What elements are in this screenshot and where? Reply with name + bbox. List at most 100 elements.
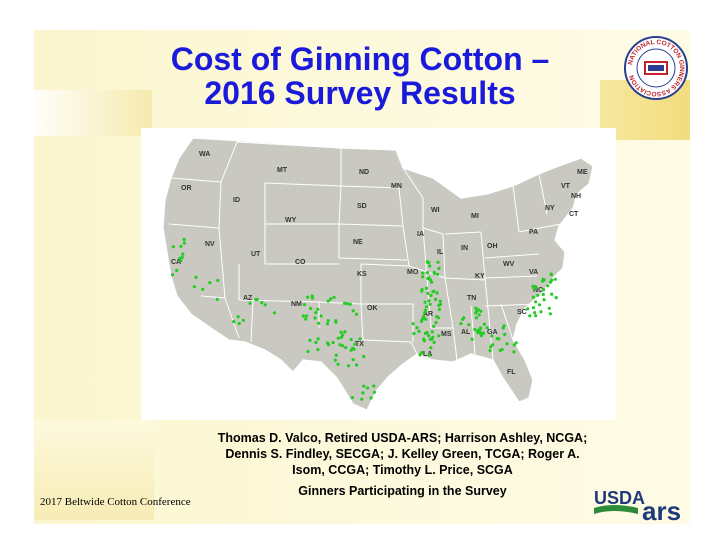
- gin-dot: [208, 281, 212, 285]
- gin-dot: [437, 307, 441, 312]
- gin-dot: [503, 332, 507, 336]
- gin-dot: [326, 299, 330, 303]
- gin-dot: [470, 337, 474, 341]
- decorative-band-bottom: [34, 420, 154, 520]
- state-label-sc: SC: [517, 309, 527, 316]
- gin-dot: [438, 299, 442, 303]
- state-label-ok: OK: [367, 305, 378, 312]
- gin-dot: [491, 343, 495, 347]
- gin-dot: [182, 241, 186, 245]
- gin-dot: [309, 306, 313, 311]
- gin-dot: [479, 326, 483, 330]
- gin-dot: [345, 302, 349, 306]
- gin-dot: [528, 314, 532, 318]
- gin-dot: [236, 315, 240, 319]
- gin-dot: [431, 290, 435, 294]
- state-label-ne: NE: [353, 239, 363, 246]
- state-label-mi: MI: [471, 213, 479, 220]
- gin-dot: [372, 390, 376, 394]
- state-label-sd: SD: [357, 203, 367, 210]
- state-label-ar: AR: [423, 311, 433, 318]
- gin-dot: [306, 349, 310, 354]
- gin-dot: [434, 297, 438, 301]
- gin-dot: [343, 301, 347, 305]
- gin-dot: [426, 276, 430, 281]
- gin-dot: [263, 303, 267, 307]
- gin-dot: [512, 343, 516, 347]
- gin-location-dots: [171, 237, 558, 401]
- authors-line-1: Thomas D. Valco, Retired USDA-ARS; Harri…: [217, 431, 588, 445]
- gin-dot: [339, 330, 343, 334]
- gin-dot: [316, 307, 320, 311]
- gin-dot: [316, 337, 320, 341]
- gin-dot: [429, 346, 433, 350]
- gin-dot: [534, 300, 538, 304]
- gin-dot: [542, 298, 546, 302]
- gin-dot: [314, 340, 318, 345]
- state-label-oh: OH: [487, 243, 498, 250]
- gin-dot: [421, 271, 425, 275]
- gin-dot: [171, 273, 175, 277]
- gin-dot: [331, 340, 335, 345]
- gin-dot: [459, 322, 463, 326]
- title-line-2: 2016 Survey Results: [204, 75, 516, 111]
- gin-dot: [428, 264, 432, 268]
- state-label-va: VA: [529, 269, 538, 276]
- gin-dot: [540, 279, 545, 283]
- gin-dot: [344, 345, 348, 350]
- gin-dot: [548, 312, 552, 316]
- state-label-ia: IA: [417, 231, 424, 238]
- gin-dot: [526, 307, 530, 311]
- gin-dot: [241, 318, 245, 322]
- gin-dot: [546, 284, 550, 288]
- gin-dot: [340, 344, 345, 348]
- gin-dot: [313, 316, 317, 320]
- gin-dot: [426, 291, 430, 295]
- gin-dot: [182, 237, 186, 241]
- gin-dot: [475, 309, 479, 313]
- state-label-ms: MS: [441, 331, 452, 338]
- gin-dot: [319, 314, 323, 318]
- gin-dot: [175, 268, 179, 272]
- gin-dot: [477, 329, 482, 333]
- gin-dot: [498, 348, 502, 352]
- gin-dot: [547, 306, 551, 310]
- ars-logo-text: ars: [642, 496, 681, 524]
- gin-dot: [248, 301, 252, 305]
- gin-dot: [369, 396, 373, 400]
- gin-dot: [301, 314, 305, 318]
- gin-dot: [351, 358, 355, 362]
- state-label-ks: KS: [357, 271, 367, 278]
- gin-dot: [329, 297, 333, 301]
- gin-dot: [541, 292, 545, 296]
- state-label-me: ME: [577, 169, 588, 176]
- gin-dot: [422, 337, 426, 341]
- authors-line-2: Dennis S. Findley, SECGA; J. Kelley Gree…: [225, 447, 580, 461]
- slide-title: Cost of Ginning Cotton – 2016 Survey Res…: [120, 42, 600, 110]
- gin-dot: [431, 335, 435, 339]
- gin-dot: [489, 345, 493, 349]
- gin-dot: [304, 317, 308, 321]
- state-label-al: AL: [461, 329, 471, 336]
- state-label-ga: GA: [487, 329, 498, 336]
- gin-dot: [432, 324, 436, 328]
- gin-dot: [179, 244, 183, 248]
- gin-dot: [308, 338, 312, 342]
- gin-dot: [485, 326, 489, 330]
- gin-dot: [272, 311, 277, 315]
- gin-dot: [479, 309, 483, 313]
- gin-dot: [305, 314, 309, 318]
- gin-dot: [495, 336, 499, 341]
- state-label-wa: WA: [199, 151, 210, 158]
- gin-dot: [532, 286, 536, 290]
- state-label-in: IN: [461, 245, 468, 252]
- gin-dot: [512, 350, 516, 354]
- gin-dot: [179, 259, 183, 263]
- gin-dot: [534, 314, 538, 318]
- map-caption: Ginners Participating in the Survey: [298, 484, 507, 498]
- gin-dot: [418, 353, 422, 357]
- state-label-nd: ND: [359, 169, 369, 176]
- gin-dot: [216, 278, 220, 283]
- gin-dot: [255, 298, 259, 302]
- state-label-mn: MN: [391, 183, 402, 190]
